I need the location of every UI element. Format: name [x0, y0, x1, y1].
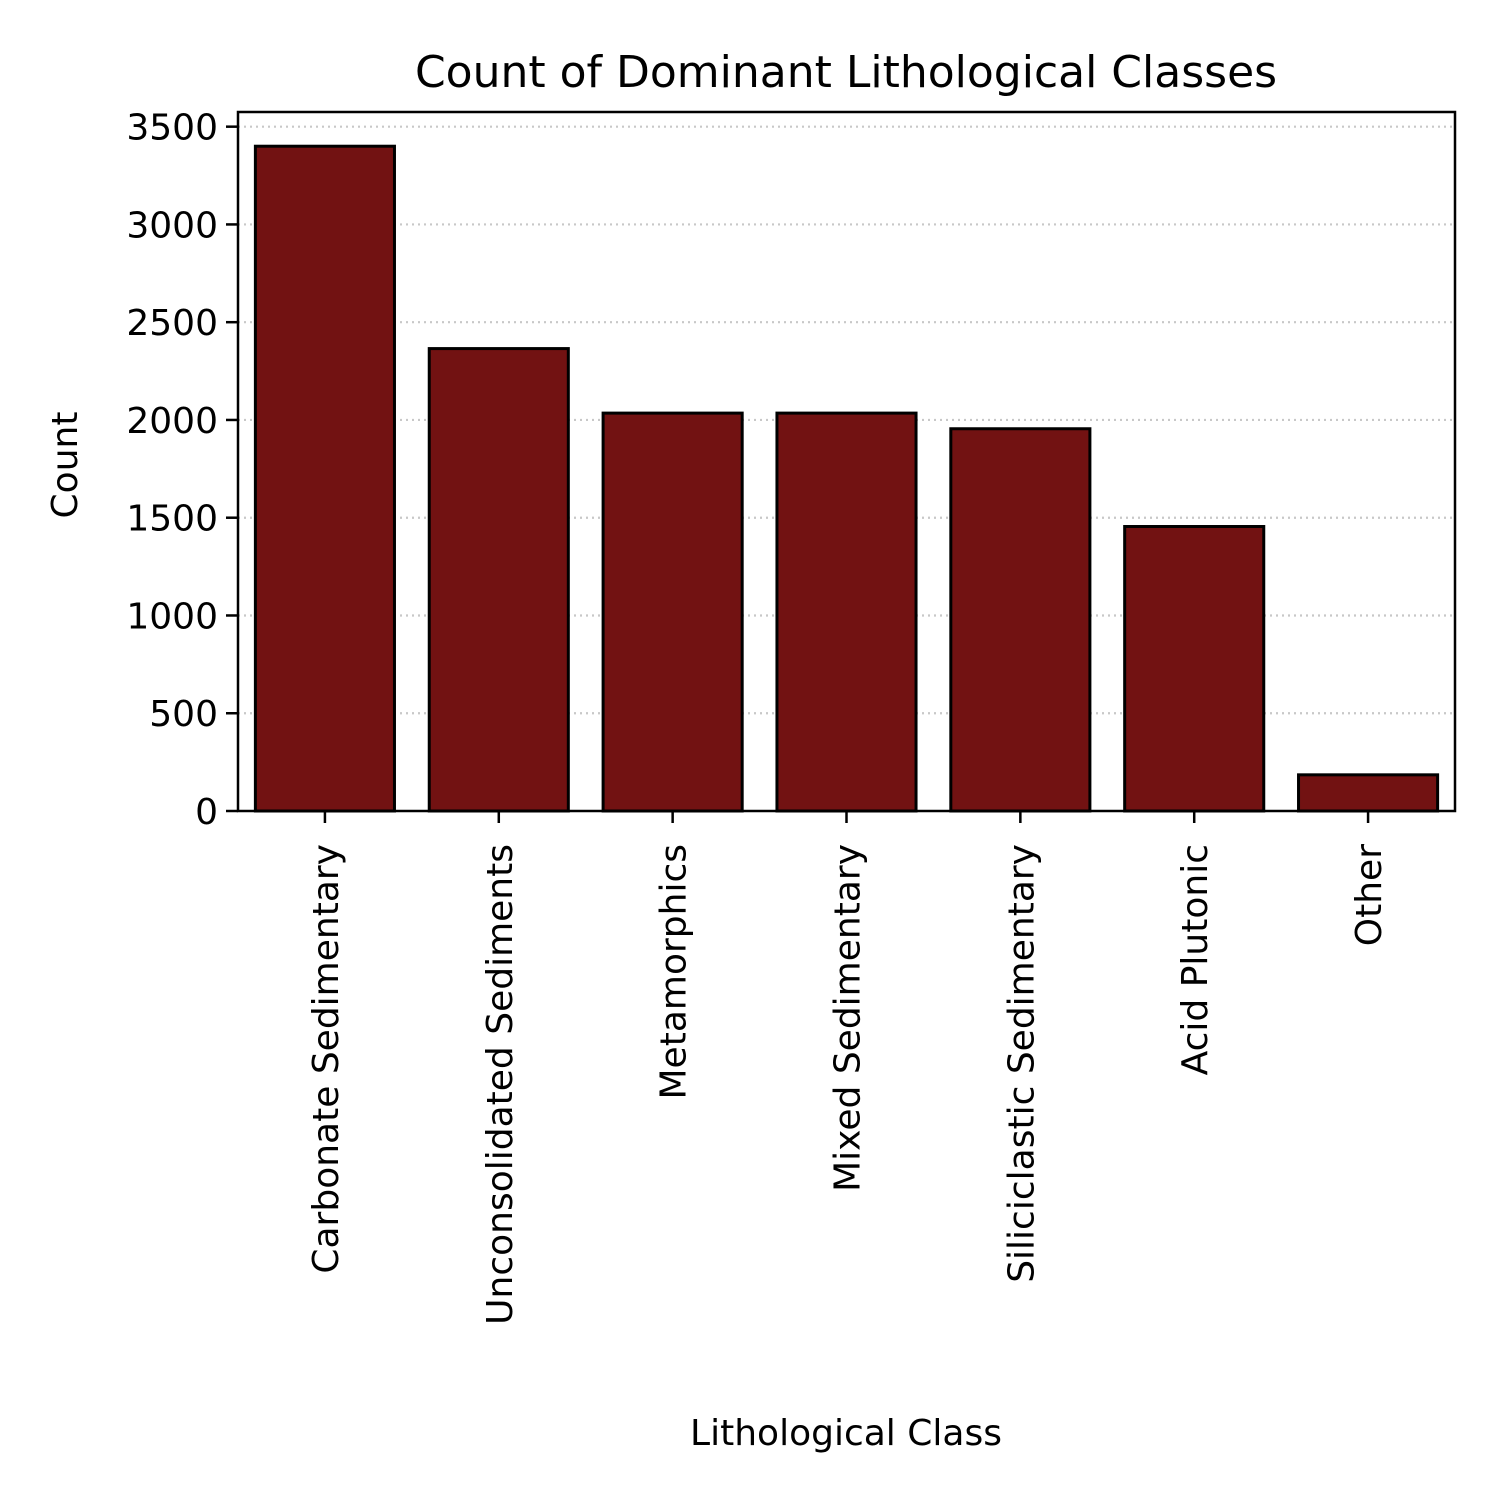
y-tick-label: 2500	[126, 303, 218, 344]
x-tick-label: Carbonate Sedimentary	[306, 844, 347, 1274]
bar-0	[253, 144, 396, 813]
y-tick-label: 3000	[126, 205, 218, 246]
bar-4	[949, 427, 1092, 813]
y-tick-label: 500	[149, 694, 218, 735]
y-tick-label: 3500	[126, 108, 218, 149]
x-tick-label: Siliciclastic Sedimentary	[1001, 844, 1042, 1283]
x-tick-label: Mixed Sedimentary	[828, 844, 869, 1192]
x-tick-label: Unconsolidated Sediments	[480, 844, 521, 1325]
y-axis-label: Count	[45, 412, 86, 519]
bar-3	[775, 411, 918, 813]
axes: 0 500 1000 1500 2000 2500 3000 3500 Carbonate Se…	[126, 108, 1457, 1325]
y-tick-label: 1500	[126, 499, 218, 540]
bar-5	[1123, 525, 1266, 813]
bar-1	[427, 347, 570, 813]
x-tick-label: Metamorphics	[654, 844, 695, 1100]
y-tick-label: 2000	[126, 401, 218, 442]
x-axis-label: Lithological Class	[690, 1413, 1002, 1454]
y-tick-label: 0	[195, 792, 218, 833]
y-tick-label: 1000	[126, 596, 218, 637]
x-tick-label: Acid Plutonic	[1175, 844, 1216, 1075]
chart-title: Count of Dominant Lithological Classes	[415, 47, 1277, 98]
x-tick-label: Other	[1349, 844, 1390, 946]
bars	[253, 144, 1440, 813]
bar-6	[1297, 773, 1440, 813]
bar-2	[601, 411, 744, 813]
